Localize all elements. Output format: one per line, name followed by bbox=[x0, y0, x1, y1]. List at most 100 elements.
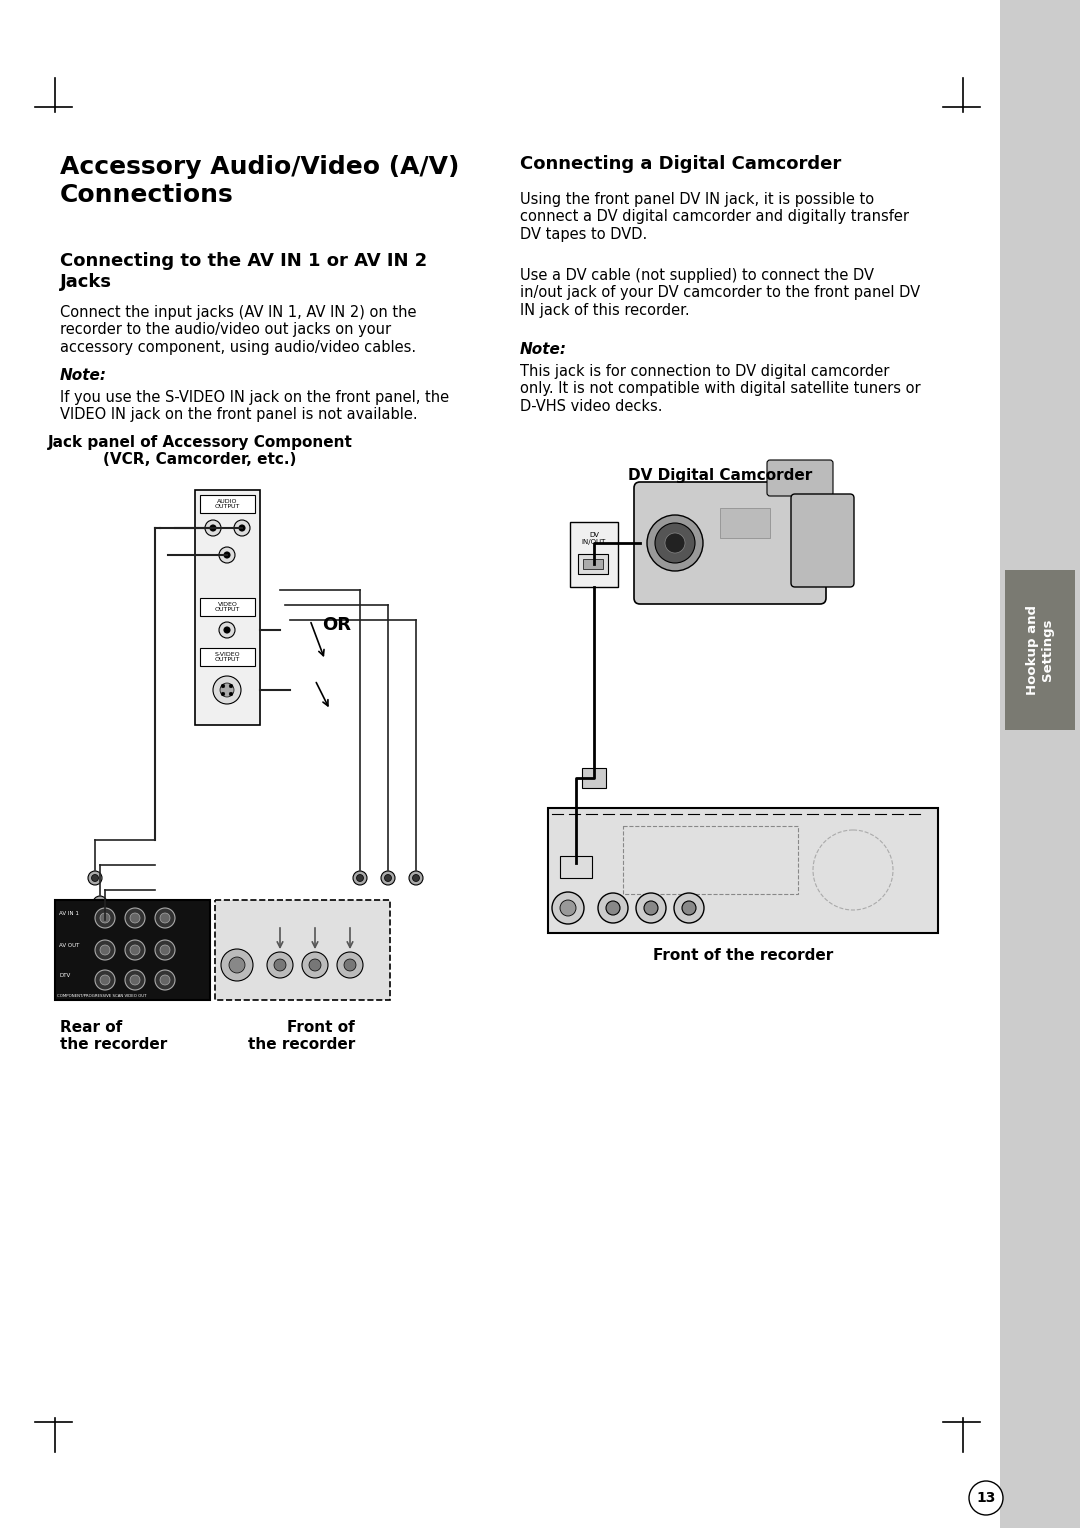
Text: Note:: Note: bbox=[519, 342, 567, 358]
Circle shape bbox=[665, 533, 685, 553]
Bar bbox=[200, 495, 255, 513]
Text: This jack is for connection to DV digital camcorder
only. It is not compatible w: This jack is for connection to DV digita… bbox=[519, 364, 920, 414]
Circle shape bbox=[356, 874, 364, 882]
Circle shape bbox=[160, 914, 170, 923]
Text: DTV: DTV bbox=[59, 973, 70, 978]
Circle shape bbox=[210, 526, 216, 532]
Circle shape bbox=[156, 940, 175, 960]
Circle shape bbox=[647, 515, 703, 571]
Circle shape bbox=[302, 952, 328, 978]
Text: Front of
the recorder: Front of the recorder bbox=[247, 1021, 355, 1053]
Circle shape bbox=[309, 960, 321, 970]
Circle shape bbox=[598, 892, 627, 923]
Text: AV OUT: AV OUT bbox=[59, 943, 79, 947]
Circle shape bbox=[95, 940, 114, 960]
Circle shape bbox=[98, 921, 112, 935]
Text: COMPONENT/PROGRESSIVE SCAN VIDEO OUT: COMPONENT/PROGRESSIVE SCAN VIDEO OUT bbox=[57, 995, 147, 998]
Text: Connect the input jacks (AV IN 1, AV IN 2) on the
recorder to the audio/video ou: Connect the input jacks (AV IN 1, AV IN … bbox=[60, 306, 417, 354]
Circle shape bbox=[234, 520, 249, 536]
Text: Accessory Audio/Video (A/V)
Connections: Accessory Audio/Video (A/V) Connections bbox=[60, 154, 459, 206]
Bar bbox=[578, 555, 608, 575]
Bar bbox=[623, 827, 798, 894]
Text: S-VIDEO
OUTPUT: S-VIDEO OUTPUT bbox=[215, 651, 241, 663]
Circle shape bbox=[100, 914, 110, 923]
Text: OR: OR bbox=[322, 616, 351, 634]
Text: If you use the S-VIDEO IN jack on the front panel, the
VIDEO IN jack on the fron: If you use the S-VIDEO IN jack on the fr… bbox=[60, 390, 449, 422]
Circle shape bbox=[220, 683, 234, 697]
Circle shape bbox=[219, 622, 235, 639]
Circle shape bbox=[125, 908, 145, 927]
Circle shape bbox=[969, 1481, 1003, 1514]
Text: Note:: Note: bbox=[60, 368, 107, 384]
Circle shape bbox=[409, 871, 423, 885]
Circle shape bbox=[413, 874, 419, 882]
Bar bbox=[561, 856, 592, 879]
Circle shape bbox=[644, 902, 658, 915]
Bar bbox=[200, 597, 255, 616]
Circle shape bbox=[102, 924, 108, 932]
Circle shape bbox=[267, 952, 293, 978]
Circle shape bbox=[96, 900, 104, 906]
Circle shape bbox=[606, 902, 620, 915]
Circle shape bbox=[221, 949, 253, 981]
Circle shape bbox=[654, 523, 696, 562]
FancyBboxPatch shape bbox=[634, 481, 826, 604]
Circle shape bbox=[221, 685, 225, 688]
Circle shape bbox=[552, 892, 584, 924]
Text: 13: 13 bbox=[976, 1491, 996, 1505]
Text: DV
IN/OUT: DV IN/OUT bbox=[582, 532, 606, 545]
Bar bbox=[55, 900, 210, 999]
Circle shape bbox=[681, 902, 696, 915]
Circle shape bbox=[239, 526, 245, 532]
Circle shape bbox=[345, 960, 356, 970]
Circle shape bbox=[95, 908, 114, 927]
Circle shape bbox=[100, 975, 110, 986]
Text: Rear of
the recorder: Rear of the recorder bbox=[60, 1021, 167, 1053]
Circle shape bbox=[224, 626, 230, 633]
Circle shape bbox=[160, 944, 170, 955]
Bar bbox=[215, 900, 390, 999]
Circle shape bbox=[156, 908, 175, 927]
Text: AV IN 1: AV IN 1 bbox=[59, 911, 79, 915]
Circle shape bbox=[229, 685, 233, 688]
Text: Using the front panel DV IN jack, it is possible to
connect a DV digital camcord: Using the front panel DV IN jack, it is … bbox=[519, 193, 909, 241]
Circle shape bbox=[130, 944, 140, 955]
Circle shape bbox=[224, 552, 230, 558]
Text: Use a DV cable (not supplied) to connect the DV
in/out jack of your DV camcorder: Use a DV cable (not supplied) to connect… bbox=[519, 267, 920, 318]
Circle shape bbox=[384, 874, 391, 882]
Bar bbox=[570, 523, 618, 587]
Bar bbox=[582, 769, 606, 788]
Text: Front of the recorder: Front of the recorder bbox=[653, 947, 833, 963]
Bar bbox=[720, 507, 770, 538]
FancyBboxPatch shape bbox=[767, 460, 833, 497]
Circle shape bbox=[125, 970, 145, 990]
Circle shape bbox=[93, 895, 107, 911]
Circle shape bbox=[130, 975, 140, 986]
Bar bbox=[195, 490, 260, 724]
Circle shape bbox=[674, 892, 704, 923]
Text: Jack panel of Accessory Component
(VCR, Camcorder, etc.): Jack panel of Accessory Component (VCR, … bbox=[48, 435, 352, 468]
Circle shape bbox=[561, 900, 576, 915]
Circle shape bbox=[213, 675, 241, 704]
FancyBboxPatch shape bbox=[791, 494, 854, 587]
Circle shape bbox=[219, 547, 235, 562]
Bar bbox=[583, 559, 603, 568]
Text: Connecting a Digital Camcorder: Connecting a Digital Camcorder bbox=[519, 154, 841, 173]
Circle shape bbox=[274, 960, 286, 970]
Circle shape bbox=[229, 692, 233, 695]
Circle shape bbox=[87, 871, 102, 885]
Circle shape bbox=[92, 874, 98, 882]
Text: Hookup and
Settings: Hookup and Settings bbox=[1026, 605, 1054, 695]
Circle shape bbox=[229, 957, 245, 973]
Circle shape bbox=[100, 944, 110, 955]
Bar bbox=[200, 648, 255, 666]
Bar bbox=[1005, 570, 1075, 730]
Text: VIDEO
OUTPUT: VIDEO OUTPUT bbox=[215, 602, 240, 613]
Text: DV Digital Camcorder: DV Digital Camcorder bbox=[627, 468, 812, 483]
Circle shape bbox=[156, 970, 175, 990]
Circle shape bbox=[205, 520, 221, 536]
Bar bbox=[548, 808, 939, 934]
Circle shape bbox=[160, 975, 170, 986]
Bar bbox=[1000, 0, 1080, 1528]
Circle shape bbox=[337, 952, 363, 978]
